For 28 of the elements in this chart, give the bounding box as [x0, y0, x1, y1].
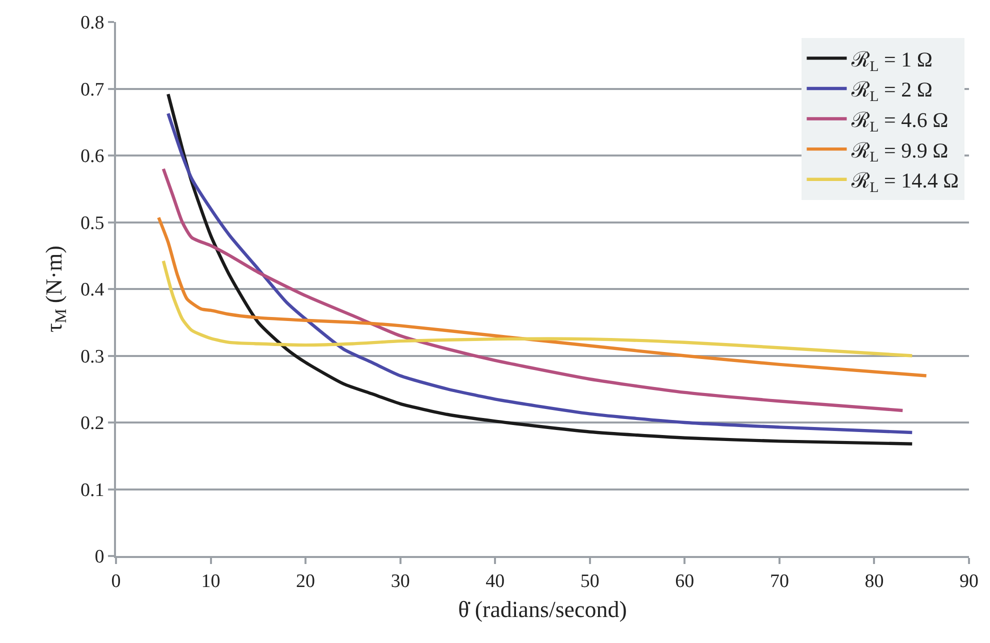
- line-series: [162, 167, 904, 412]
- y-tick-label: 0.4: [80, 280, 105, 301]
- y-tick-label: 0.5: [80, 212, 104, 234]
- x-tick-label: 80: [864, 570, 884, 592]
- y-tick-label: 0.8: [80, 12, 104, 34]
- x-tick-label: 70: [770, 570, 789, 592]
- x-tick-label: 50: [580, 570, 600, 592]
- x-tick-label: 60: [675, 570, 694, 592]
- x-tick-label: 10: [201, 570, 220, 592]
- x-tick-label: 20: [296, 570, 316, 592]
- x-tick-label: 30: [390, 570, 410, 592]
- x-axis-title: θ̇ (radians/second): [458, 596, 627, 622]
- y-tick-label: 0.7: [80, 79, 104, 100]
- y-tick-label: 0.1: [80, 480, 104, 501]
- y-tick-label: 0.2: [80, 413, 104, 434]
- line-series: [162, 259, 914, 358]
- legend-label: ℛ$_{L}$ = 14.4 Ω: [850, 168, 959, 196]
- y-tick-label: 0.6: [80, 146, 104, 168]
- legend-label: ℛ$_{L}$ = 4.6 Ω: [850, 108, 948, 136]
- line-series: [157, 216, 928, 378]
- x-tick-label: 40: [486, 570, 505, 592]
- legend-label: ℛ$_{L}$ = 9.9 Ω: [850, 138, 948, 166]
- legend-label: ℛ$_{L}$ = 2 Ω: [850, 78, 932, 106]
- legend-label: ℛ$_{L}$ = 1 Ω: [850, 47, 932, 75]
- x-tick-label: 90: [960, 570, 978, 592]
- x-tick-label: 0: [111, 570, 121, 592]
- y-tick-label: 0: [94, 546, 104, 568]
- y-tick-label: 0.3: [80, 346, 104, 368]
